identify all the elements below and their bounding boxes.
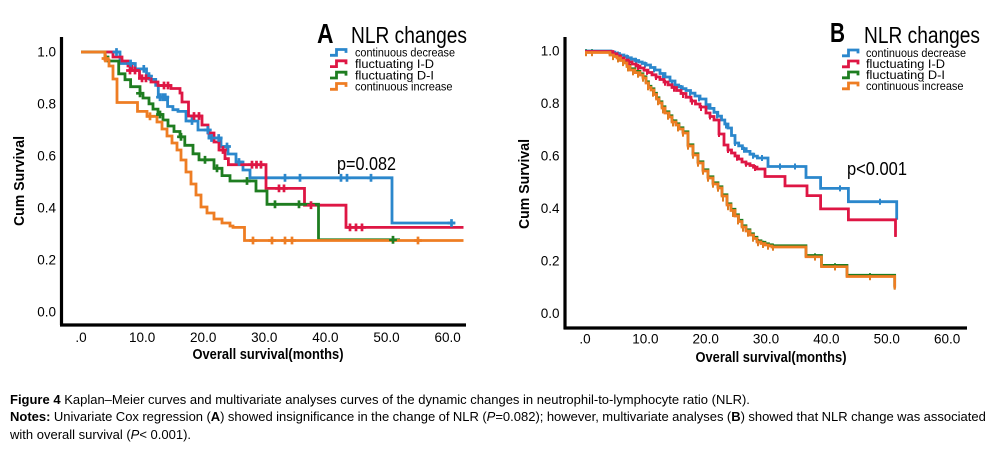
svg-text:fluctuating D-I: fluctuating D-I bbox=[866, 68, 945, 82]
svg-text:0.8: 0.8 bbox=[37, 97, 56, 112]
svg-text:40.0: 40.0 bbox=[813, 332, 839, 347]
svg-text:B: B bbox=[830, 17, 845, 48]
svg-text:60.0: 60.0 bbox=[434, 330, 460, 345]
svg-text:10.0: 10.0 bbox=[129, 330, 155, 345]
svg-text:0.4: 0.4 bbox=[37, 201, 56, 216]
svg-text:continuous increase: continuous increase bbox=[355, 80, 453, 94]
svg-text:0.2: 0.2 bbox=[37, 253, 56, 268]
svg-text:fluctuating I-D: fluctuating I-D bbox=[355, 57, 434, 71]
svg-text:p<0.001: p<0.001 bbox=[847, 158, 907, 179]
svg-text:fluctuating I-D: fluctuating I-D bbox=[866, 57, 945, 71]
svg-text:continuous decrease: continuous decrease bbox=[355, 46, 455, 60]
svg-text:NLR changes: NLR changes bbox=[864, 22, 980, 48]
svg-text:1.0: 1.0 bbox=[37, 45, 56, 60]
svg-text:60.0: 60.0 bbox=[934, 332, 960, 347]
svg-text:NLR changes: NLR changes bbox=[351, 22, 467, 48]
svg-text:A: A bbox=[317, 18, 334, 49]
svg-text:50.0: 50.0 bbox=[874, 332, 900, 347]
svg-text:0.4: 0.4 bbox=[541, 201, 560, 216]
svg-text:0.6: 0.6 bbox=[37, 149, 56, 164]
svg-text:p=0.082: p=0.082 bbox=[337, 153, 396, 174]
svg-text:20.0: 20.0 bbox=[693, 332, 719, 347]
svg-text:30.0: 30.0 bbox=[251, 330, 277, 345]
svg-text:0.8: 0.8 bbox=[541, 96, 560, 111]
svg-text:0.6: 0.6 bbox=[541, 149, 560, 164]
svg-text:Cum Survival: Cum Survival bbox=[12, 136, 28, 226]
svg-text:1.0: 1.0 bbox=[541, 44, 560, 59]
svg-text:continuous increase: continuous increase bbox=[866, 79, 964, 93]
svg-text:40.0: 40.0 bbox=[312, 330, 338, 345]
svg-text:10.0: 10.0 bbox=[632, 332, 658, 347]
svg-text:50.0: 50.0 bbox=[373, 330, 399, 345]
svg-text:0.2: 0.2 bbox=[541, 254, 560, 269]
svg-text:30.0: 30.0 bbox=[753, 332, 779, 347]
svg-text:continuous decrease: continuous decrease bbox=[866, 46, 966, 60]
svg-text:0.0: 0.0 bbox=[541, 306, 560, 321]
svg-text:fluctuating D-I: fluctuating D-I bbox=[355, 68, 434, 82]
svg-text:0.0: 0.0 bbox=[37, 305, 56, 320]
svg-text:Cum Survival: Cum Survival bbox=[517, 139, 533, 229]
svg-text:.0: .0 bbox=[75, 330, 86, 345]
svg-text:.0: .0 bbox=[579, 332, 590, 347]
svg-text:20.0: 20.0 bbox=[190, 330, 216, 345]
svg-text:Overall survival(months): Overall survival(months) bbox=[696, 350, 847, 366]
svg-text:Overall survival(months): Overall survival(months) bbox=[193, 347, 344, 363]
